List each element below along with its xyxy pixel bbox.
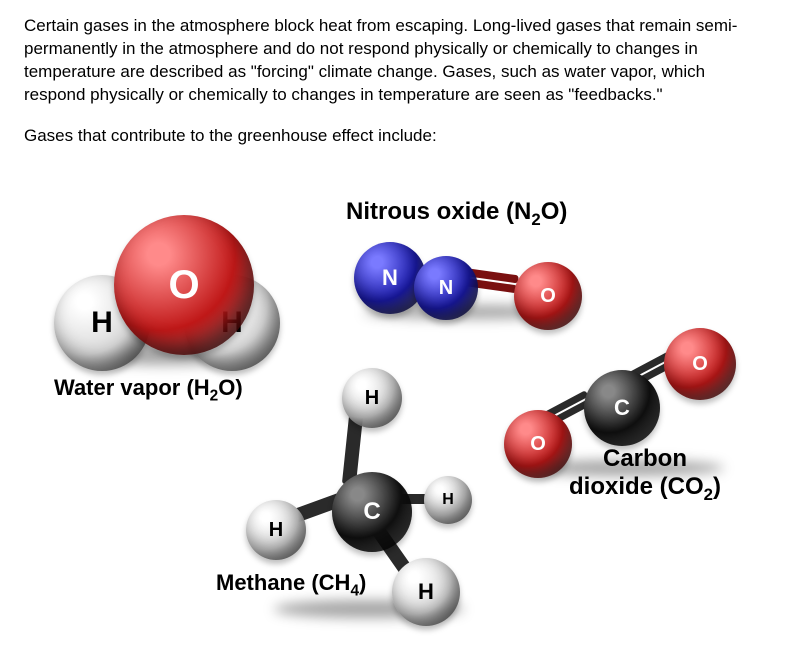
ch4-atom-c-0: C xyxy=(332,472,412,552)
atom-letter: N xyxy=(439,277,453,300)
paragraph-1: Certain gases in the atmosphere block he… xyxy=(24,14,744,106)
label-nitrous-oxide: Nitrous oxide (N2O) xyxy=(346,198,567,230)
atom-letter: O xyxy=(530,433,546,456)
atom-letter: H xyxy=(91,306,113,340)
co2-atom-c-1: C xyxy=(584,370,660,446)
label-water-vapor: Water vapor (H2O) xyxy=(54,375,243,405)
label-methane: Methane (CH4) xyxy=(216,570,366,600)
atom-letter: H xyxy=(442,491,454,509)
ch4-atom-h-2: H xyxy=(246,500,306,560)
atom-letter: H xyxy=(418,579,434,605)
h2o-atom-o-0: O xyxy=(114,215,254,355)
atom-letter: C xyxy=(614,395,630,421)
atom-letter: N xyxy=(382,265,398,291)
atom-letter: C xyxy=(363,498,380,526)
molecule-diagram: Water vapor (H2O) Nitrous oxide (N2O) Ca… xyxy=(24,160,784,640)
page: Certain gases in the atmosphere block he… xyxy=(0,0,811,648)
paragraph-2: Gases that contribute to the greenhouse … xyxy=(24,124,744,147)
atom-letter: O xyxy=(540,285,556,308)
co2-atom-o-0: O xyxy=(504,410,572,478)
ch4-atom-h-4: H xyxy=(392,558,460,626)
atom-letter: H xyxy=(365,387,379,410)
atom-letter: O xyxy=(168,263,199,308)
body-text: Certain gases in the atmosphere block he… xyxy=(24,14,744,165)
ch4-atom-h-1: H xyxy=(342,368,402,428)
atom-letter: O xyxy=(692,353,708,376)
n2o-atom-o-2: O xyxy=(514,262,582,330)
atom-letter: H xyxy=(269,519,283,542)
ch4-atom-h-3: H xyxy=(424,476,472,524)
n2o-atom-n-1: N xyxy=(414,256,478,320)
co2-atom-o-2: O xyxy=(664,328,736,400)
